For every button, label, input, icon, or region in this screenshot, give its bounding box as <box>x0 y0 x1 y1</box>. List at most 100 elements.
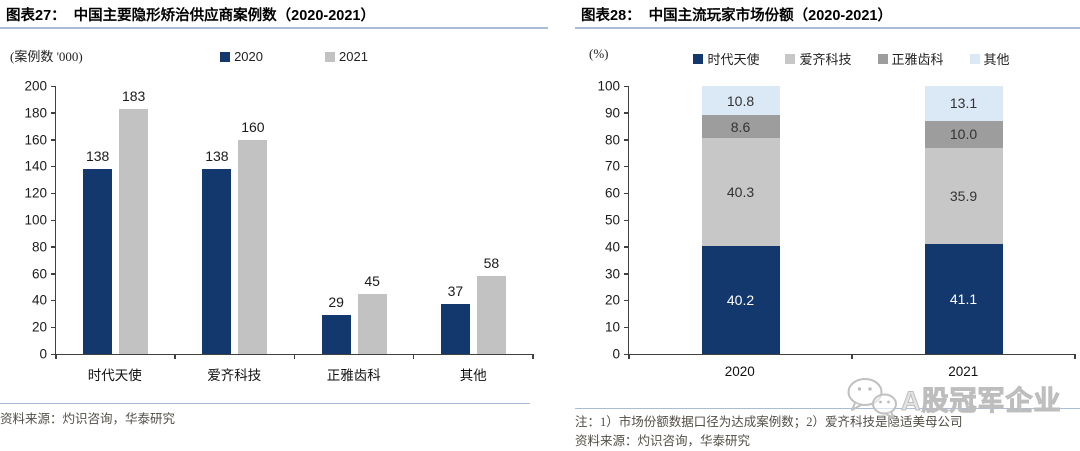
y-tick-mark <box>51 139 56 141</box>
y-tick-label: 40 <box>604 239 620 255</box>
title-rule <box>0 27 548 29</box>
y-tick-label: 90 <box>604 105 620 121</box>
y-axis-unit-label: (案例数 '000) <box>10 49 83 64</box>
legend-swatch <box>325 51 335 62</box>
title-rule <box>575 27 1080 29</box>
x-tick-mark <box>293 354 295 359</box>
y-tick-label: 180 <box>24 105 47 121</box>
bar-2021 <box>476 276 506 354</box>
y-tick-mark <box>624 165 629 168</box>
legend-item: 2021 <box>325 49 368 64</box>
bar-value-label: 138 <box>85 148 110 165</box>
x-tick-mark <box>628 354 630 359</box>
category-label: 2021 <box>948 364 979 379</box>
figure-28-label: 图表28： <box>581 8 641 24</box>
y-tick-label: 140 <box>24 158 47 174</box>
legend-item: 其他 <box>969 49 1010 68</box>
chart-panel-figure-27: 图表27： 中国主要隐形矫治供应商案例数（2020-2021） (案例数 '000… <box>0 4 548 429</box>
x-tick-mark <box>412 354 415 359</box>
y-tick-mark <box>51 192 56 195</box>
segment-时代天使: 41.1 <box>924 243 1003 354</box>
legend-swatch <box>785 53 796 64</box>
y-tick-label: 20 <box>604 292 620 308</box>
x-tick-mark <box>851 354 853 359</box>
y-tick-label: 10 <box>604 319 620 335</box>
legend-label: 爱齐科技 <box>799 52 852 67</box>
segment-爱齐科技: 40.3 <box>701 138 780 247</box>
x-tick-mark <box>532 354 534 359</box>
y-tick-mark <box>51 112 56 114</box>
legend-swatch <box>693 53 704 64</box>
y-tick-label: 20 <box>31 319 47 335</box>
segment-爱齐科技: 35.9 <box>924 147 1003 244</box>
y-tick-mark <box>51 246 56 248</box>
bar-value-label: 58 <box>483 255 500 272</box>
y-tick-mark <box>624 299 629 302</box>
y-tick-mark <box>51 326 56 329</box>
y-tick-label: 0 <box>612 346 620 362</box>
figure-28-title: 图表28： 中国主流玩家市场份额（2020-2021） <box>581 4 1080 25</box>
legend-label: 其他 <box>983 52 1010 67</box>
legend-label: 2021 <box>339 49 368 64</box>
legend-item: 时代天使 <box>693 49 759 68</box>
bar-2020 <box>321 315 351 354</box>
y-tick-mark <box>624 139 629 141</box>
y-tick-label: 100 <box>24 212 47 228</box>
figure-27-label: 图表27： <box>6 8 66 24</box>
y-tick-mark <box>624 219 629 221</box>
legend: 时代天使 爱齐科技 正雅齿科 其他 <box>628 49 1075 68</box>
bar-value-label: 160 <box>241 118 265 135</box>
y-tick-mark <box>624 246 629 248</box>
x-tick-mark <box>55 354 57 359</box>
y-tick-label: 80 <box>31 239 47 255</box>
note-text: 注：1）市场份额数据口径为达成案例数；2）爱齐科技是隐适美母公司 <box>575 415 963 429</box>
category-label: 正雅齿科 <box>326 368 381 383</box>
bar-2020 <box>83 169 113 354</box>
segment-其他: 13.1 <box>924 85 1003 121</box>
y-tick-label: 160 <box>24 132 47 148</box>
legend-item: 爱齐科技 <box>785 49 852 68</box>
source-text: 资料来源：灼识咨询，华泰研究 <box>575 434 751 448</box>
segment-正雅齿科: 10.0 <box>924 120 1003 148</box>
x-tick-mark <box>1074 354 1076 359</box>
y-tick-mark <box>51 353 56 355</box>
y-tick-mark <box>624 192 629 195</box>
y-tick-label: 200 <box>24 78 47 94</box>
figure-27-title: 图表27： 中国主要隐形矫治供应商案例数（2020-2021） <box>6 4 548 25</box>
y-tick-label: 50 <box>604 212 620 228</box>
y-tick-mark <box>51 273 56 275</box>
source-note: 注：1）市场份额数据口径为达成案例数；2）爱齐科技是隐适美母公司 资料来源：灼识… <box>575 408 1080 451</box>
bar-2020 <box>202 169 232 354</box>
bar-value-label: 29 <box>328 294 344 311</box>
bar-value-label: 138 <box>205 148 229 165</box>
y-tick-label: 40 <box>31 292 47 308</box>
y-tick-label: 30 <box>604 266 620 282</box>
y-tick-label: 70 <box>604 158 620 174</box>
y-tick-mark <box>624 85 629 87</box>
legend-swatch <box>220 51 231 62</box>
category-label: 2020 <box>724 364 755 379</box>
segment-正雅齿科: 8.6 <box>701 115 780 139</box>
bar-2021 <box>119 108 149 354</box>
x-axis-labels: 时代天使 爱齐科技 正雅齿科 其他 <box>55 364 533 384</box>
bar-value-label: 45 <box>364 272 380 289</box>
source-note: 资料来源：灼识咨询，华泰研究 <box>0 403 530 429</box>
y-tick-mark <box>624 273 629 275</box>
y-tick-mark <box>624 353 629 355</box>
bar-value-label: 183 <box>121 87 146 104</box>
y-tick-label: 60 <box>604 185 620 201</box>
y-tick-label: 80 <box>604 132 620 148</box>
bar-2021 <box>238 139 268 354</box>
y-tick-mark <box>51 299 56 302</box>
y-tick-mark <box>51 165 56 168</box>
chart-panel-figure-28: 图表28： 中国主流玩家市场份额（2020-2021） (%) 时代天使 爱齐科技 正… <box>575 0 1080 451</box>
legend-label: 2020 <box>234 49 263 64</box>
source-text: 资料来源：灼识咨询，华泰研究 <box>0 412 176 426</box>
y-tick-label: 100 <box>597 78 620 94</box>
y-axis-unit-label: (%) <box>589 46 609 61</box>
category-label: 爱齐科技 <box>207 368 262 383</box>
legend-swatch <box>969 53 980 64</box>
figure-27-title-text: 中国主要隐形矫治供应商案例数（2020-2021） <box>73 8 375 24</box>
bar-2021 <box>357 293 387 354</box>
